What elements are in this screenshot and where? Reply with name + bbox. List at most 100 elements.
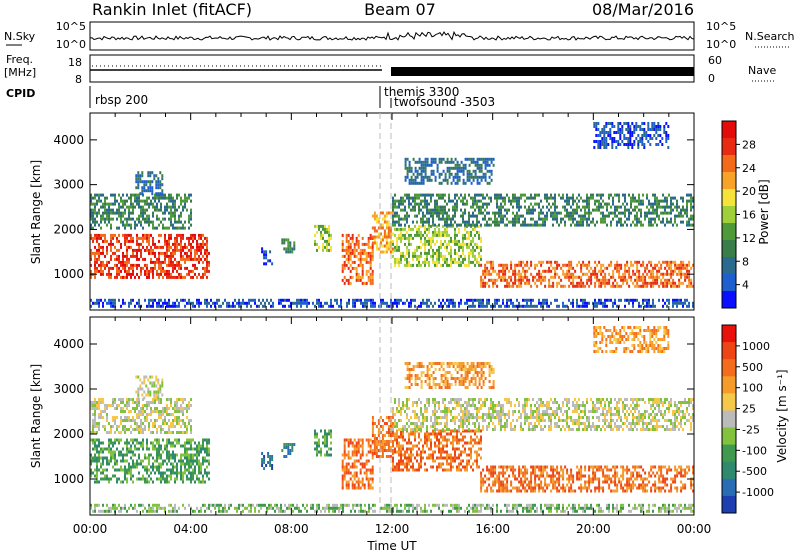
colorbar-tick-label: -1000 <box>742 486 774 499</box>
y-tick-label: 1000 <box>53 267 84 281</box>
y-tick-label: 3000 <box>53 178 84 192</box>
y-tick-label: 1000 <box>53 472 84 486</box>
nsearch-tick-low: 10^0 <box>706 38 736 51</box>
date-title: 08/Mar/2016 <box>592 0 694 19</box>
colorbar-tick-label: 20 <box>742 185 756 198</box>
colorbar-tick-label: -25 <box>742 423 760 436</box>
data-region <box>392 225 482 267</box>
y-tick-label: 2000 <box>53 427 84 441</box>
colorbar-tick-label: 100 <box>742 382 763 395</box>
nave-label: Nave <box>748 64 776 77</box>
freq-tick-low: 8 <box>75 73 82 86</box>
data-region <box>342 234 374 285</box>
data-region <box>135 376 163 400</box>
x-tick-label: 00:00 <box>677 522 712 536</box>
colorbar-swatch <box>722 325 736 343</box>
colorbar-tick-label: 25 <box>742 403 756 416</box>
data-region <box>90 398 192 434</box>
data-region <box>261 452 273 470</box>
x-tick-label: 12:00 <box>375 522 410 536</box>
data-region <box>392 430 482 472</box>
nsky-trace <box>90 32 694 41</box>
colorbar-tick-label: -100 <box>742 444 767 457</box>
power-colorbar-label: Power [dB] <box>757 179 771 244</box>
colorbar-tick-label: 24 <box>742 162 756 175</box>
y-tick-label: 3000 <box>53 382 84 396</box>
x-tick-label: 04:00 <box>173 522 208 536</box>
data-region <box>392 398 694 431</box>
power-data <box>90 122 694 308</box>
colorbar-swatch <box>722 479 736 497</box>
data-region <box>261 247 273 265</box>
data-region <box>135 171 163 195</box>
colorbar-swatch <box>722 291 736 309</box>
nsky-label: N.Sky <box>4 30 36 43</box>
y-tick-label: 4000 <box>53 337 84 351</box>
nsky-tick-low: 10^0 <box>56 38 86 51</box>
colorbar-tick-label: 12 <box>742 232 756 245</box>
data-region <box>314 430 332 457</box>
colorbar-tick-label: 1000 <box>742 340 770 353</box>
nave-tick-high: 60 <box>708 54 722 67</box>
freq-panel: Freq. [MHz] 18 8 60 0 Nave <box>4 53 776 86</box>
data-region <box>281 238 295 253</box>
data-region <box>480 466 694 493</box>
colorbar-swatch <box>722 428 736 446</box>
colorbar-swatch <box>722 496 736 514</box>
cpid-label: CPID <box>6 87 35 100</box>
freq-label: Freq. <box>6 53 33 66</box>
data-region <box>342 439 374 490</box>
velocity-panel: 1000 2000 3000 4000 Slant Range [km] 1000 50… <box>29 317 789 515</box>
colorbar-swatch <box>722 155 736 173</box>
freq-trace <box>90 66 694 76</box>
colorbar-swatch <box>722 189 736 207</box>
cpid-program-rbsp: rbsp 200 <box>95 93 148 107</box>
colorbar-swatch <box>722 393 736 411</box>
station-title: Rankin Inlet (fitACF) <box>92 0 252 19</box>
data-region <box>405 158 495 185</box>
colorbar-swatch <box>722 138 736 156</box>
colorbar-swatch <box>722 121 736 139</box>
colorbar-tick-label: 500 <box>742 361 763 374</box>
data-region <box>405 362 495 389</box>
colorbar-swatch <box>722 462 736 480</box>
colorbar-swatch <box>722 376 736 394</box>
freq-dense-block <box>391 67 694 76</box>
y-tick-label: 4000 <box>53 133 84 147</box>
data-region <box>281 443 295 458</box>
colorbar-tick-label: 28 <box>742 138 756 151</box>
nsearch-label: N.Search <box>745 30 795 43</box>
velocity-colorbar-label: Velocity [m s⁻¹] <box>775 369 789 462</box>
velocity-data <box>90 326 694 513</box>
freq-unit: [MHz] <box>4 66 36 79</box>
colorbar-tick-label: -500 <box>742 465 767 478</box>
power-colorbar: 4 8 12 16 20 24 28 <box>722 121 756 309</box>
colorbar-swatch <box>722 223 736 241</box>
colorbar-swatch <box>722 206 736 224</box>
nsky-line <box>90 32 694 41</box>
nave-tick-low: 0 <box>708 72 715 85</box>
colorbar-swatch <box>722 274 736 292</box>
data-region <box>392 194 694 227</box>
nsearch-tick-high: 10^5 <box>706 20 736 33</box>
x-tick-label: 16:00 <box>475 522 510 536</box>
colorbar-swatch <box>722 445 736 463</box>
data-region <box>90 439 210 484</box>
colorbar-swatch <box>722 172 736 190</box>
colorbar-swatch <box>722 411 736 429</box>
colorbar-tick-label: 4 <box>742 279 749 292</box>
freq-tick-high: 18 <box>68 56 82 69</box>
colorbar-swatch <box>722 240 736 258</box>
beam-title: Beam 07 <box>364 0 436 19</box>
x-axis-label: Time UT <box>366 539 417 553</box>
power-ylabel: Slant Range [km] <box>29 160 43 264</box>
velocity-ylabel: Slant Range [km] <box>29 364 43 468</box>
colorbar-tick-label: 16 <box>742 209 756 222</box>
x-tick-label: 08:00 <box>274 522 309 536</box>
colorbar-swatch <box>722 257 736 275</box>
data-region <box>90 234 210 279</box>
data-region <box>314 225 332 252</box>
colorbar-tick-label: 8 <box>742 255 749 268</box>
